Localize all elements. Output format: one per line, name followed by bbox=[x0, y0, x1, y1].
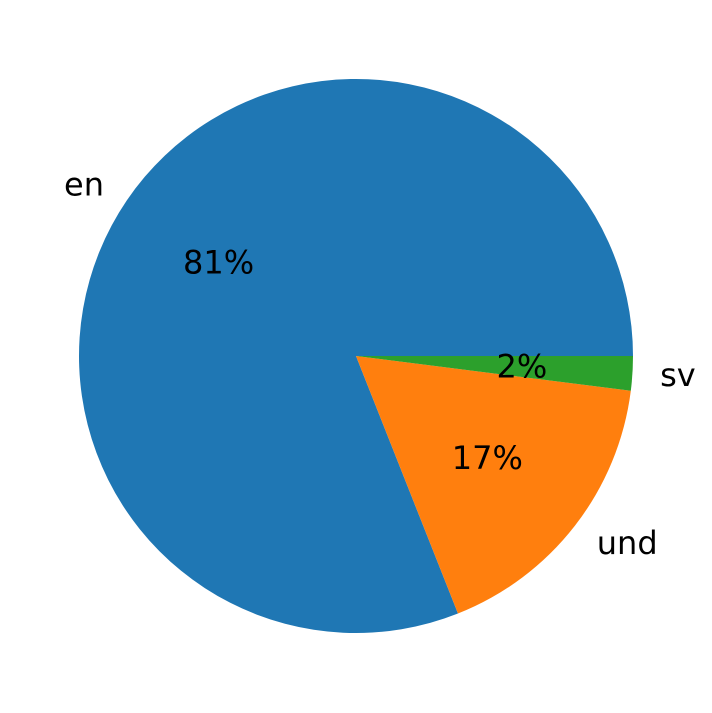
slice-label-en: en bbox=[64, 166, 104, 204]
slice-percent-und: 17% bbox=[452, 439, 523, 477]
pie-slices bbox=[78, 78, 633, 633]
slice-label-sv: sv bbox=[660, 356, 696, 394]
slice-label-und: und bbox=[597, 524, 658, 562]
pie-labels: en 81% und 17% sv 2% bbox=[64, 166, 696, 562]
slice-percent-sv: 2% bbox=[496, 347, 547, 385]
pie-slice-sv bbox=[356, 356, 633, 391]
pie-slice-en bbox=[78, 78, 633, 633]
pie-slice-und bbox=[356, 356, 631, 614]
slice-percent-en: 81% bbox=[183, 244, 254, 282]
